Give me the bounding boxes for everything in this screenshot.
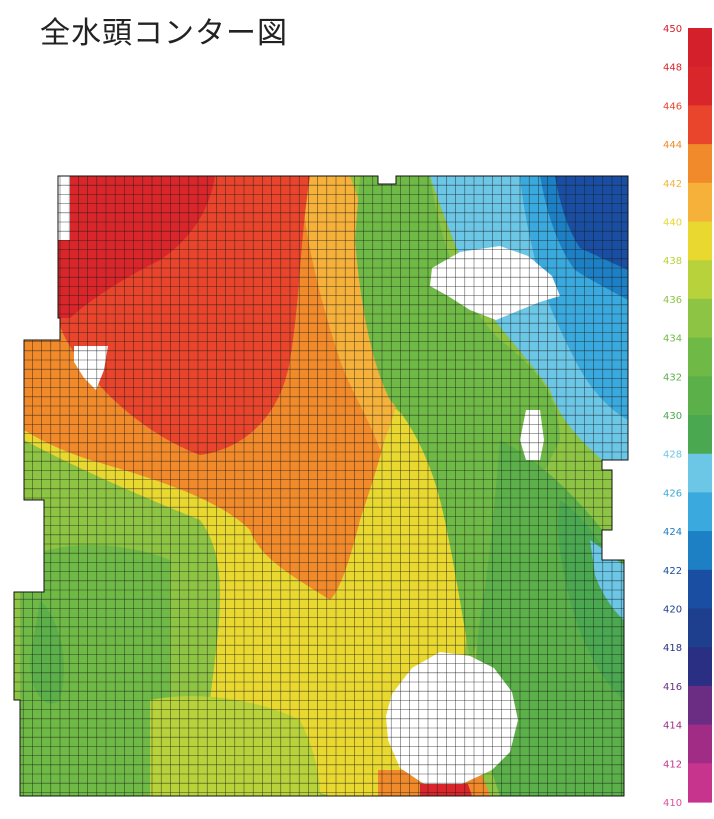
contour-band bbox=[20, 545, 170, 796]
contour-field bbox=[14, 176, 628, 796]
contour-band bbox=[300, 176, 401, 450]
colorbar-tick-label: 422 bbox=[663, 566, 682, 577]
contour-band bbox=[30, 600, 64, 704]
colorbar-tick-label: 424 bbox=[663, 527, 682, 538]
colorbar-segment bbox=[688, 182, 712, 223]
contour-band bbox=[555, 176, 628, 270]
colorbar-tick-label: 428 bbox=[663, 450, 682, 461]
colorbar-tick-label: 414 bbox=[663, 721, 682, 732]
mesh-hole bbox=[520, 410, 544, 460]
mesh-outline bbox=[13, 175, 629, 797]
colorbar-tick-label: 412 bbox=[663, 759, 682, 770]
colorbar-tick-label: 446 bbox=[663, 101, 682, 112]
mesh-hole bbox=[58, 176, 70, 240]
contour-band bbox=[420, 784, 472, 796]
colorbar-segment bbox=[688, 66, 712, 106]
colorbar-segment bbox=[688, 221, 712, 261]
colorbar-segment bbox=[688, 28, 712, 68]
colorbar-segment bbox=[688, 492, 712, 532]
colorbar-tick-label: 432 bbox=[663, 372, 682, 383]
mesh-hole bbox=[74, 346, 108, 390]
mesh-hole bbox=[430, 246, 560, 320]
contour-band bbox=[58, 176, 215, 318]
colorbar-segment bbox=[688, 608, 712, 648]
colorbar-segment bbox=[688, 105, 712, 145]
colorbar-tick-label: 450 bbox=[663, 24, 682, 35]
colorbar-tick-label: 416 bbox=[663, 682, 682, 693]
colorbar-segment bbox=[688, 569, 712, 610]
colorbar-segment bbox=[688, 453, 712, 493]
colorbar-segment bbox=[688, 298, 712, 339]
colorbar-tick-label: 418 bbox=[663, 643, 682, 654]
colorbar-tick-label: 436 bbox=[663, 295, 682, 306]
colorbar-segment bbox=[688, 376, 712, 416]
colorbar-tick-label: 444 bbox=[663, 140, 682, 151]
colorbar-tick-label: 426 bbox=[663, 488, 682, 499]
colorbar-tick-label: 448 bbox=[663, 63, 682, 74]
colorbar-segment bbox=[688, 724, 712, 764]
colorbar-tick-label: 420 bbox=[663, 605, 682, 616]
colorbar-segment bbox=[688, 647, 712, 687]
colorbar-tick-label: 440 bbox=[663, 218, 682, 229]
colorbar-segment bbox=[688, 415, 712, 455]
colorbar-tick-label: 434 bbox=[663, 334, 682, 345]
colorbar-tick-label: 438 bbox=[663, 256, 682, 267]
colorbar-tick-label: 410 bbox=[663, 798, 682, 809]
colorbar-segment bbox=[688, 337, 712, 377]
colorbar-tick-label: 442 bbox=[663, 179, 682, 190]
colorbar-tick-label: 430 bbox=[663, 411, 682, 422]
chart-title: 全水頭コンター図 bbox=[40, 16, 288, 51]
colorbar-segment bbox=[688, 531, 712, 571]
contour-band bbox=[558, 500, 624, 700]
colorbar-segment bbox=[688, 763, 712, 803]
colorbar-segment bbox=[688, 144, 712, 184]
mesh-grid bbox=[14, 176, 628, 796]
colorbar-segment bbox=[688, 685, 712, 726]
colorbar-segment bbox=[688, 260, 712, 300]
